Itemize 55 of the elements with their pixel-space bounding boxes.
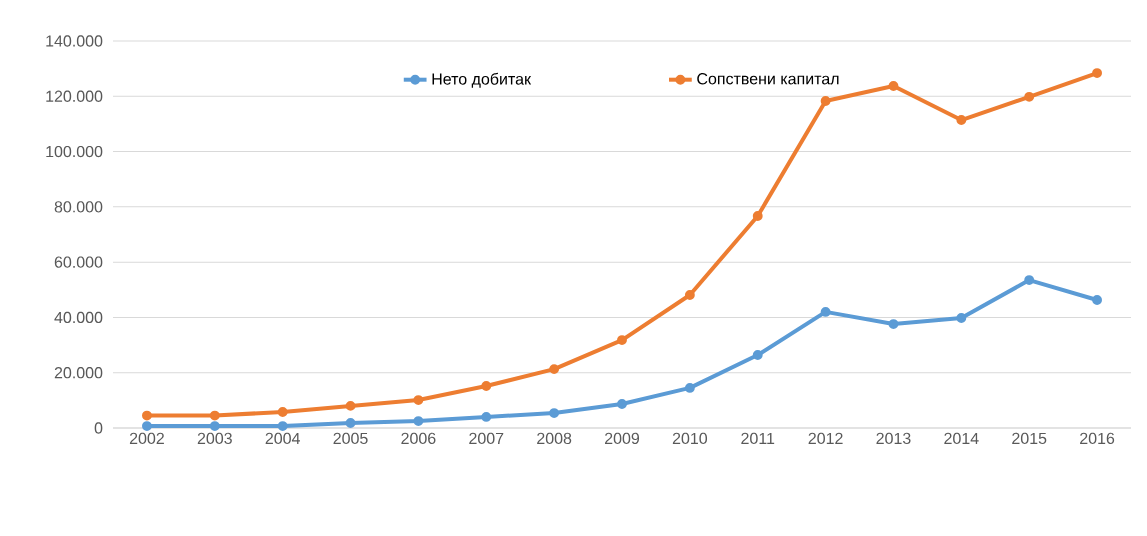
point bbox=[752, 211, 763, 221]
point bbox=[277, 407, 288, 417]
point bbox=[684, 382, 695, 393]
y-tick-label: 20.000 bbox=[54, 367, 103, 379]
x-tick-label: 2010 bbox=[672, 432, 708, 445]
y-tick-label: 100.000 bbox=[46, 145, 103, 158]
point bbox=[820, 306, 831, 317]
point bbox=[142, 410, 152, 421]
legend-label: Нето добитак bbox=[432, 72, 532, 88]
point bbox=[752, 350, 763, 360]
point bbox=[481, 412, 492, 422]
x-tick-label: 2006 bbox=[401, 432, 436, 445]
y-tick-label: 80.000 bbox=[54, 201, 103, 213]
point bbox=[413, 416, 424, 427]
point bbox=[1024, 275, 1035, 286]
x-tick-label: 2014 bbox=[944, 432, 979, 445]
point bbox=[1092, 295, 1103, 305]
y-tick-label: 140.000 bbox=[46, 35, 103, 47]
y-tick-label: 120.000 bbox=[46, 90, 103, 102]
point bbox=[209, 421, 220, 431]
x-tick-label: 2008 bbox=[537, 432, 572, 445]
point bbox=[888, 319, 899, 329]
point bbox=[413, 395, 424, 406]
point bbox=[209, 410, 220, 421]
x-tick-label: 2009 bbox=[605, 432, 640, 445]
point bbox=[345, 400, 356, 411]
point bbox=[1092, 68, 1103, 78]
x-tick-label: 2016 bbox=[1080, 432, 1115, 445]
point bbox=[142, 421, 152, 431]
x-tick-label: 2002 bbox=[129, 432, 164, 445]
point bbox=[956, 115, 967, 125]
point bbox=[956, 313, 967, 323]
point bbox=[820, 96, 831, 106]
x-tick-label: 2003 bbox=[197, 432, 232, 445]
x-tick-label: 2007 bbox=[469, 432, 504, 445]
x-tick-label: 2004 bbox=[265, 432, 300, 445]
point bbox=[617, 399, 627, 409]
point bbox=[684, 290, 695, 300]
y-tick-label: 40.000 bbox=[54, 311, 103, 324]
y-tick-label: 0 bbox=[94, 422, 103, 434]
point bbox=[345, 418, 356, 428]
x-tick-label: 2015 bbox=[1012, 432, 1047, 445]
x-tick-label: 2013 bbox=[876, 432, 911, 445]
point bbox=[481, 381, 492, 391]
x-tick-label: 2012 bbox=[808, 432, 843, 445]
point bbox=[277, 421, 288, 431]
point bbox=[1024, 91, 1035, 102]
point bbox=[549, 408, 560, 419]
point bbox=[888, 81, 899, 91]
point bbox=[617, 335, 627, 346]
y-tick-label: 60.000 bbox=[54, 256, 103, 268]
x-tick-label: 2011 bbox=[741, 432, 775, 445]
x-tick-label: 2005 bbox=[333, 432, 368, 445]
point bbox=[549, 364, 560, 375]
legend-label: Сопствени капитал bbox=[697, 73, 839, 85]
